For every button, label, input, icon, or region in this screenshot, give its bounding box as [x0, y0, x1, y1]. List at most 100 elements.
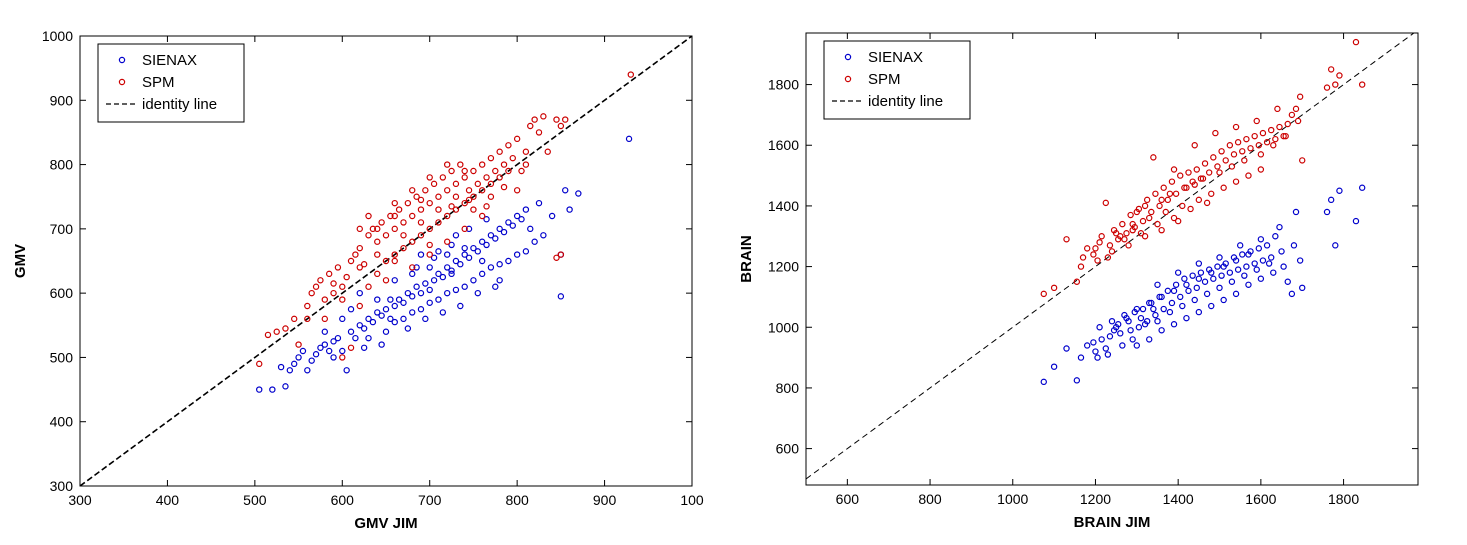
data-point — [1270, 142, 1277, 149]
data-point — [409, 293, 416, 300]
data-point — [1096, 324, 1103, 331]
data-point — [1168, 299, 1176, 307]
data-point — [1164, 196, 1172, 204]
data-point — [1108, 248, 1116, 255]
data-point — [417, 232, 425, 239]
data-point — [365, 232, 372, 239]
data-point — [1327, 66, 1335, 73]
data-point — [1143, 196, 1151, 204]
data-point — [1098, 233, 1105, 240]
data-point — [1174, 217, 1182, 225]
data-point — [1228, 278, 1236, 285]
data-point — [1170, 166, 1178, 173]
data-point — [566, 206, 573, 213]
data-point — [1232, 178, 1240, 185]
data-point — [1203, 199, 1211, 207]
data-point — [378, 312, 385, 319]
legend-marker — [118, 56, 126, 64]
data-point — [1187, 205, 1194, 213]
data-point — [553, 254, 560, 261]
data-point — [492, 167, 499, 175]
data-point — [1170, 321, 1178, 328]
data-point — [461, 251, 468, 258]
data-point — [400, 244, 407, 252]
data-point — [1222, 157, 1229, 164]
data-point — [277, 363, 285, 371]
data-point — [1119, 220, 1126, 228]
y-tick-label: 1600 — [768, 137, 799, 153]
y-tick-label: 400 — [50, 414, 74, 430]
x-tick-label: 500 — [243, 492, 267, 508]
data-point — [1201, 160, 1209, 167]
data-point — [474, 289, 481, 297]
data-point — [452, 257, 460, 265]
data-point — [1296, 93, 1304, 100]
data-point — [1226, 269, 1234, 276]
data-point — [1299, 157, 1306, 164]
data-point — [478, 187, 486, 194]
data-point — [1208, 269, 1215, 276]
data-point — [286, 367, 294, 374]
data-point — [439, 174, 447, 181]
data-point — [1148, 299, 1155, 307]
data-point — [422, 187, 429, 194]
data-point — [1170, 287, 1178, 295]
data-point — [470, 206, 477, 213]
data-point — [487, 264, 495, 271]
data-point — [1183, 281, 1190, 288]
data-point — [409, 270, 416, 278]
data-point — [461, 199, 468, 207]
data-point — [352, 334, 359, 342]
data-point — [1197, 269, 1205, 276]
data-point — [1358, 184, 1366, 191]
data-point — [1323, 84, 1331, 91]
data-point — [1257, 236, 1265, 243]
data-point — [505, 167, 512, 175]
data-point — [1094, 354, 1101, 361]
data-point — [448, 203, 455, 210]
data-point — [553, 116, 560, 123]
data-point — [1104, 254, 1112, 261]
data-point — [391, 251, 398, 258]
chart-panel-1: 300 400 500 600 700 800 900 100 300 400 500 600 700 8… — [12, 28, 704, 532]
data-point — [304, 315, 311, 323]
data-point — [496, 174, 503, 181]
data-point — [1117, 330, 1124, 337]
data-point — [527, 122, 534, 130]
data-point — [430, 254, 438, 261]
data-point — [509, 222, 516, 229]
data-point — [1050, 363, 1058, 370]
data-point — [1268, 254, 1275, 261]
data-point — [457, 302, 464, 310]
data-point — [395, 296, 403, 303]
data-point — [1292, 208, 1300, 216]
data-point — [1179, 302, 1186, 310]
data-point — [1079, 254, 1087, 261]
data-point — [374, 238, 381, 245]
y-tick-label: 800 — [50, 157, 74, 173]
data-point — [365, 212, 372, 220]
data-point — [304, 302, 311, 310]
data-point — [339, 354, 346, 361]
y-tick-label: 300 — [50, 478, 74, 494]
data-point — [360, 325, 368, 332]
data-point — [1102, 199, 1109, 207]
data-point — [395, 206, 403, 213]
data-point — [352, 251, 359, 258]
data-point — [1228, 163, 1236, 170]
data-point — [1141, 202, 1149, 210]
legend-label: SIENAX — [868, 49, 923, 66]
data-point — [334, 334, 342, 342]
data-point — [391, 277, 398, 284]
data-point — [1239, 251, 1246, 258]
y-tick-label: 1200 — [768, 259, 799, 275]
data-point — [544, 148, 551, 155]
x-axis-label: GMV JIM — [354, 515, 417, 532]
data-point — [1205, 169, 1213, 176]
data-point — [273, 328, 280, 335]
data-point — [1193, 284, 1200, 292]
data-point — [1195, 308, 1203, 316]
data-point — [444, 238, 451, 245]
data-point — [321, 341, 328, 348]
data-point — [557, 251, 565, 258]
